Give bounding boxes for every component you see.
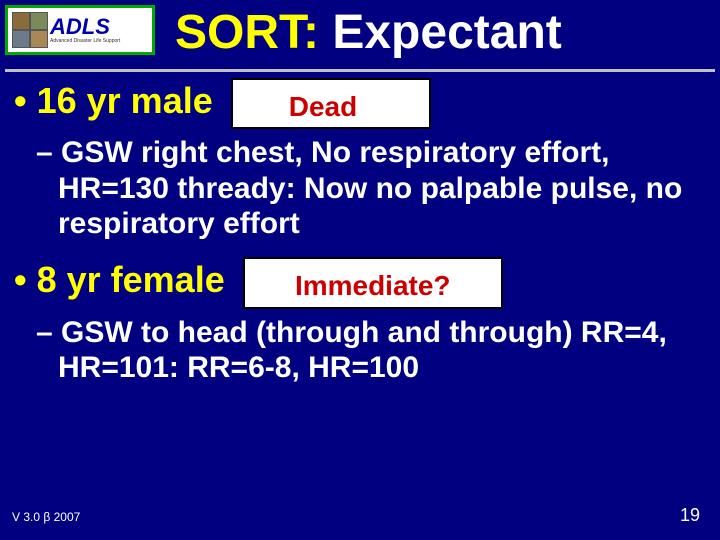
bullet-item-1: • 16 yr male Dead <box>14 78 710 129</box>
triage-tag-label: Dead <box>289 91 357 122</box>
bullet-text: • 16 yr male <box>14 80 213 121</box>
slide-title: SORT: Expectant <box>175 5 710 60</box>
detail-item-1: – GSW right chest, No respiratory effort… <box>36 135 710 241</box>
detail-text: GSW to head (through and through) RR=4, … <box>58 316 667 384</box>
logo-icon-grid <box>12 12 48 48</box>
title-rule <box>5 69 715 72</box>
triage-tag-label: Immediate? <box>295 270 451 301</box>
detail-item-2: – GSW to head (through and through) RR=4… <box>36 315 710 386</box>
logo-main: ADLS <box>50 14 110 39</box>
triage-tag-immediate: Immediate? <box>243 257 503 308</box>
slide: ADLS Advanced Disaster Life Support SORT… <box>0 0 720 540</box>
triage-tag-dead: Dead <box>231 78 431 129</box>
page-number: 19 <box>680 505 700 526</box>
bullet-item-2: • 8 yr female Immediate? <box>14 257 710 308</box>
logo-text: ADLS Advanced Disaster Life Support <box>50 16 120 44</box>
content-area: • 16 yr male Dead – GSW right chest, No … <box>14 78 710 401</box>
title-word2: Expectant <box>332 6 561 59</box>
title-word1: SORT: <box>175 6 319 59</box>
logo: ADLS Advanced Disaster Life Support <box>5 5 155 55</box>
logo-sub: Advanced Disaster Life Support <box>50 39 120 44</box>
bullet-text: • 8 yr female <box>14 259 225 300</box>
detail-prefix: – <box>36 316 61 349</box>
version-label: V 3.0 β 2007 <box>12 510 80 524</box>
detail-prefix: – <box>36 136 61 169</box>
detail-text: GSW right chest, No respiratory effort, … <box>58 136 682 240</box>
